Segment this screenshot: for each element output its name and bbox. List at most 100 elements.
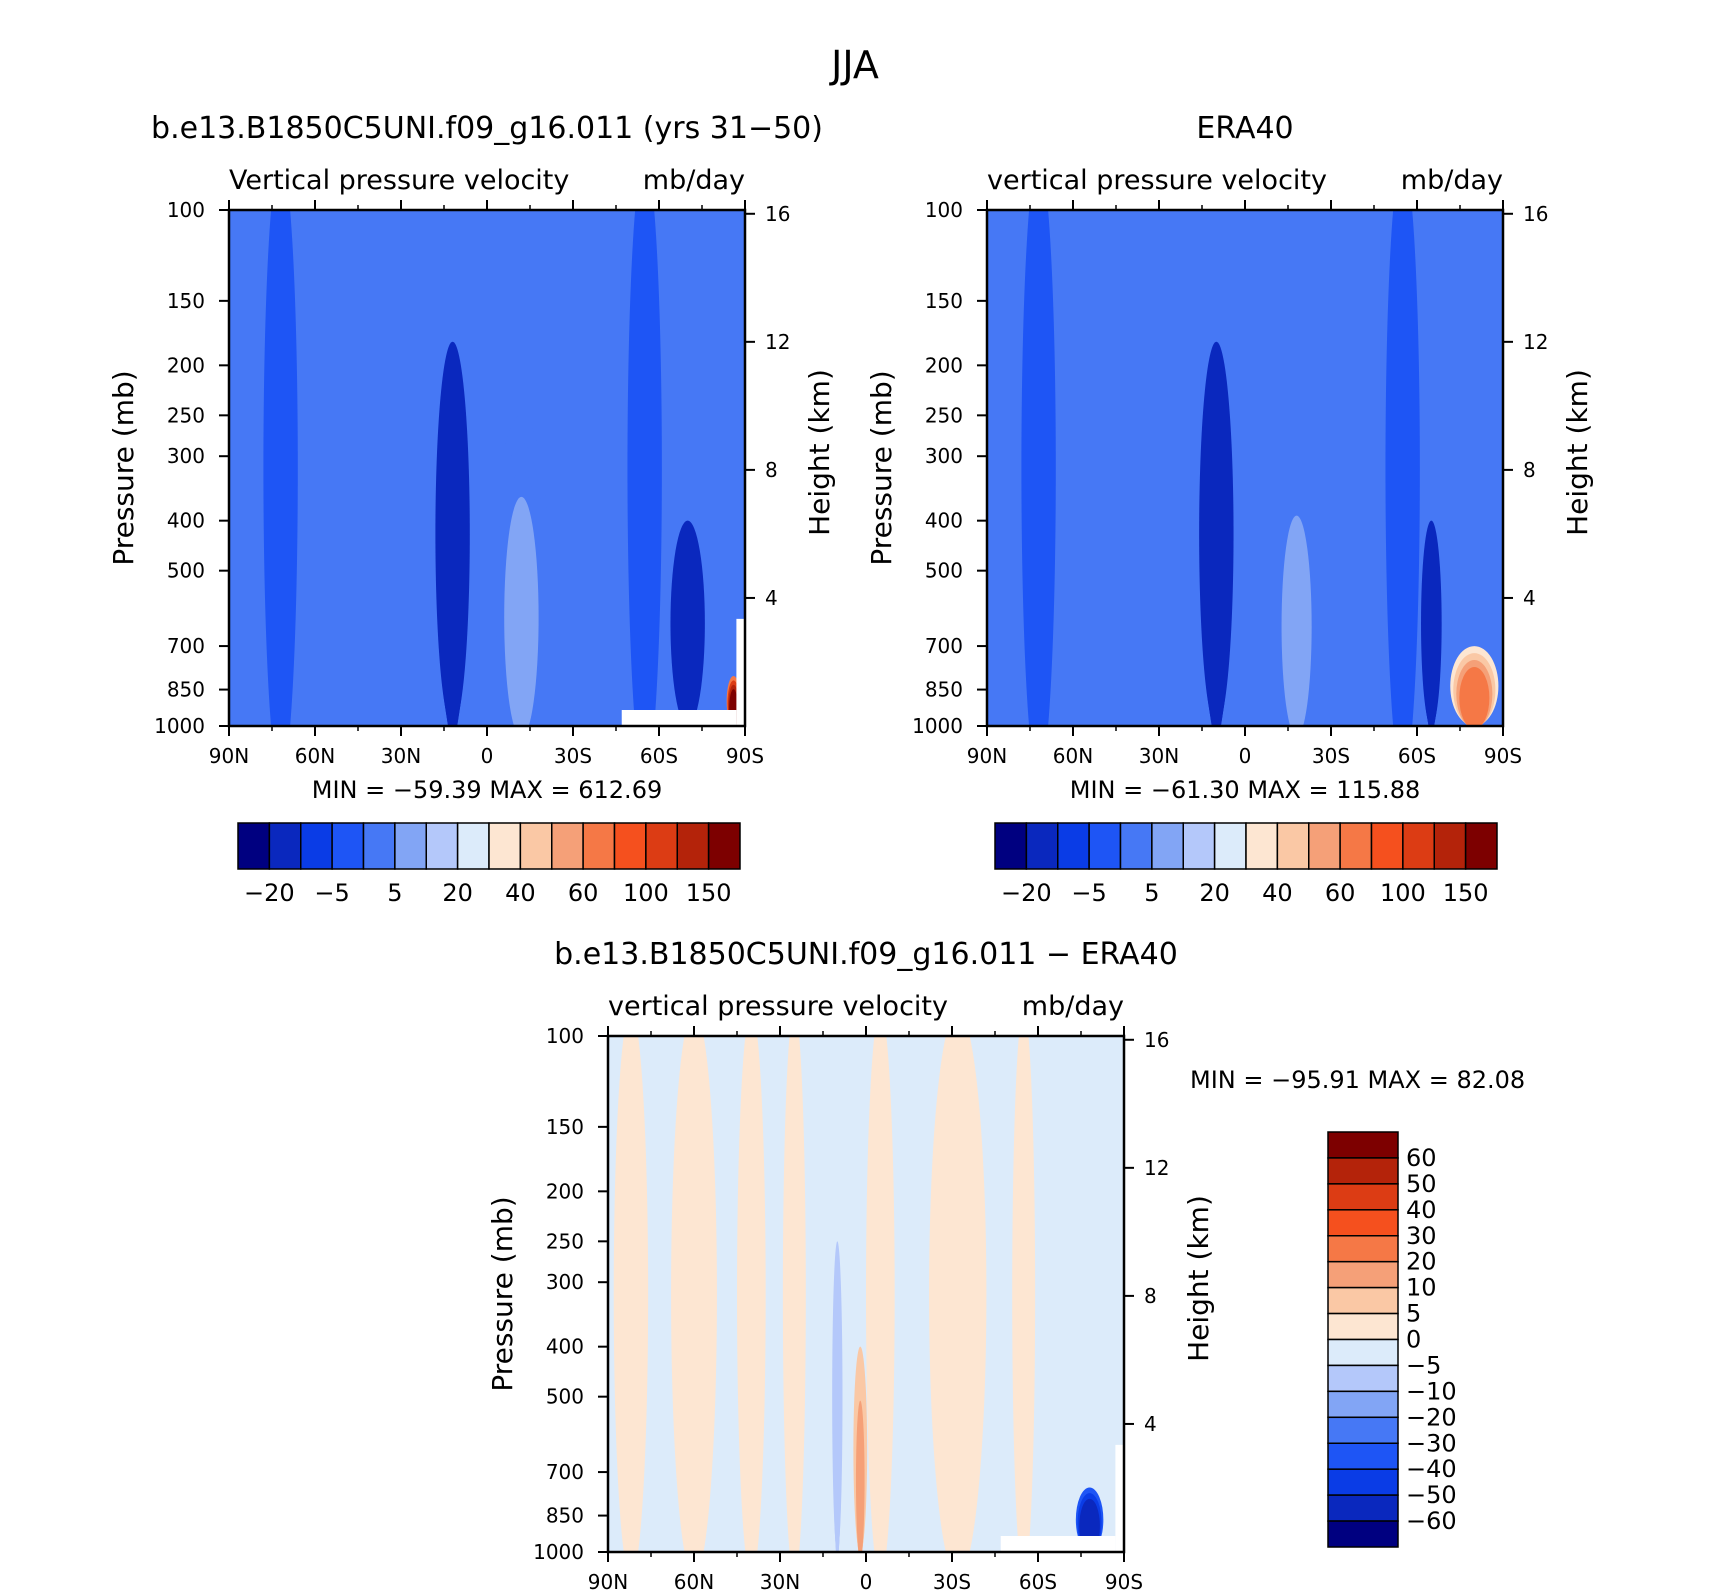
y-tick-label: 300 [925, 444, 963, 468]
colorbar-swatch [1276, 822, 1310, 870]
colorbar-swatch [1464, 822, 1498, 870]
colorbar-label: −30 [1406, 1429, 1457, 1457]
colorbar-label: 60 [568, 879, 599, 907]
height-tick-label: 8 [1144, 1284, 1157, 1308]
colorbar-swatch [1213, 822, 1247, 870]
panel-subtitle-right: mb/day [643, 165, 745, 196]
stats-text: MIN = −95.91 MAX = 82.08 [1190, 1066, 1525, 1094]
colorbar-label: 40 [1262, 879, 1293, 907]
contour-streak [671, 1036, 717, 1552]
height-tick-label: 8 [765, 458, 778, 482]
height-tick-label: 12 [765, 330, 790, 354]
colorbar-label: 60 [1325, 879, 1356, 907]
stats-text: MIN = −61.30 MAX = 115.88 [1070, 776, 1420, 804]
colorbar-swatch [1327, 1260, 1399, 1289]
contour-cell [1459, 667, 1490, 726]
panel-title: b.e13.B1850C5UNI.f09_g16.011 (yrs 31−50) [151, 111, 823, 146]
x-tick-label: 90N [588, 1570, 628, 1594]
colorbar-swatch [551, 822, 584, 870]
colorbar-swatch [1327, 1286, 1399, 1315]
colorbar-label: −5 [314, 879, 349, 907]
y-axis-label: Pressure (mb) [107, 370, 140, 565]
y-tick-label: 500 [167, 559, 205, 583]
colorbar-label: 20 [442, 879, 473, 907]
y-tick-label: 150 [925, 289, 963, 313]
x-tick-label: 30S [933, 1570, 971, 1594]
colorbar-label: 0 [1406, 1326, 1421, 1354]
y-tick-label: 400 [925, 509, 963, 533]
y-tick-label: 150 [546, 1115, 584, 1139]
x-tick-label: 90S [1105, 1570, 1143, 1594]
colorbar-swatch [1327, 1364, 1399, 1393]
colorbar-swatch [1327, 1235, 1399, 1263]
colorbar-swatch [1339, 822, 1373, 870]
colorbar-swatch [300, 822, 333, 870]
contour-streak [866, 1036, 895, 1552]
colorbar-swatch [1370, 822, 1404, 870]
colorbar-swatch [1025, 822, 1059, 870]
y-tick-label: 850 [925, 678, 963, 702]
colorbar-swatch [1327, 1157, 1399, 1185]
panel-title: ERA40 [1196, 111, 1293, 146]
colorbar-label: 10 [1406, 1274, 1437, 1302]
contour-streak [782, 1036, 806, 1552]
colorbar-label: 5 [1144, 879, 1159, 907]
y-axis-label: Pressure (mb) [486, 1196, 519, 1391]
x-tick-label: 0 [1239, 744, 1252, 768]
colorbar-swatch [1182, 822, 1216, 870]
panel-subtitle-right: mb/day [1401, 165, 1503, 196]
colorbar-swatch [1151, 822, 1184, 870]
colorbar-label: 60 [1406, 1144, 1437, 1172]
panel-subtitle-right: mb/day [1022, 991, 1124, 1022]
contour-streak [613, 1036, 649, 1552]
colorbar-label: −20 [1406, 1403, 1457, 1431]
contour-cell [504, 496, 539, 726]
figure-title: JJA [829, 43, 879, 87]
colorbar-label: 150 [1443, 879, 1489, 907]
colorbar-swatch [268, 822, 302, 870]
x-tick-label: 60N [674, 1570, 714, 1594]
y-tick-label: 250 [546, 1229, 584, 1253]
y-tick-label: 100 [925, 198, 963, 222]
colorbar-swatch [1327, 1494, 1399, 1522]
missing-data-mask [736, 618, 745, 726]
y-tick-label: 200 [546, 1179, 584, 1203]
y-tick-label: 700 [546, 1460, 584, 1484]
colorbar-swatch [456, 822, 490, 870]
panel-subtitle-left: vertical pressure velocity [608, 991, 948, 1022]
x-tick-label: 60N [1053, 744, 1093, 768]
y-tick-label: 100 [167, 198, 205, 222]
y-tick-label: 250 [167, 403, 205, 427]
colorbar-swatch [1327, 1183, 1399, 1211]
height-tick-label: 4 [1523, 586, 1536, 610]
panel-obs: ERA40 vertical pressure velocity mb/day 100… [865, 111, 1594, 907]
panels: b.e13.B1850C5UNI.f09_g16.011 (yrs 31−50)… [107, 111, 1594, 1594]
contour-cell [1281, 515, 1312, 726]
x-tick-label: 60S [1398, 744, 1436, 768]
y-axis-label-right: Height (km) [1561, 369, 1594, 536]
y-axis-label-right: Height (km) [1182, 1195, 1215, 1362]
colorbar-label: 20 [1406, 1248, 1437, 1276]
colorbar-swatch [1245, 822, 1279, 870]
missing-data-mask [1000, 1536, 1116, 1552]
colorbar-label: 100 [623, 879, 669, 907]
panel-title: b.e13.B1850C5UNI.f09_g16.011 − ERA40 [554, 937, 1178, 972]
colorbar-swatch [645, 822, 678, 870]
colorbar-swatch [1327, 1390, 1399, 1419]
x-tick-label: 30N [1139, 744, 1179, 768]
x-tick-label: 30S [554, 744, 592, 768]
colorbar-swatch [1327, 1468, 1399, 1496]
colorbar-label: −20 [1001, 879, 1052, 907]
y-tick-label: 700 [167, 634, 205, 658]
x-tick-label: 0 [860, 1570, 873, 1594]
colorbar-label: −5 [1071, 879, 1106, 907]
contour-cell [855, 1400, 865, 1552]
colorbar-swatch [331, 822, 365, 870]
contour-streak [1090, 210, 1114, 726]
contour-cell [676, 574, 699, 726]
colorbar-swatch [425, 822, 459, 870]
field-background [229, 210, 745, 726]
colorbar-swatch [1327, 1131, 1399, 1159]
